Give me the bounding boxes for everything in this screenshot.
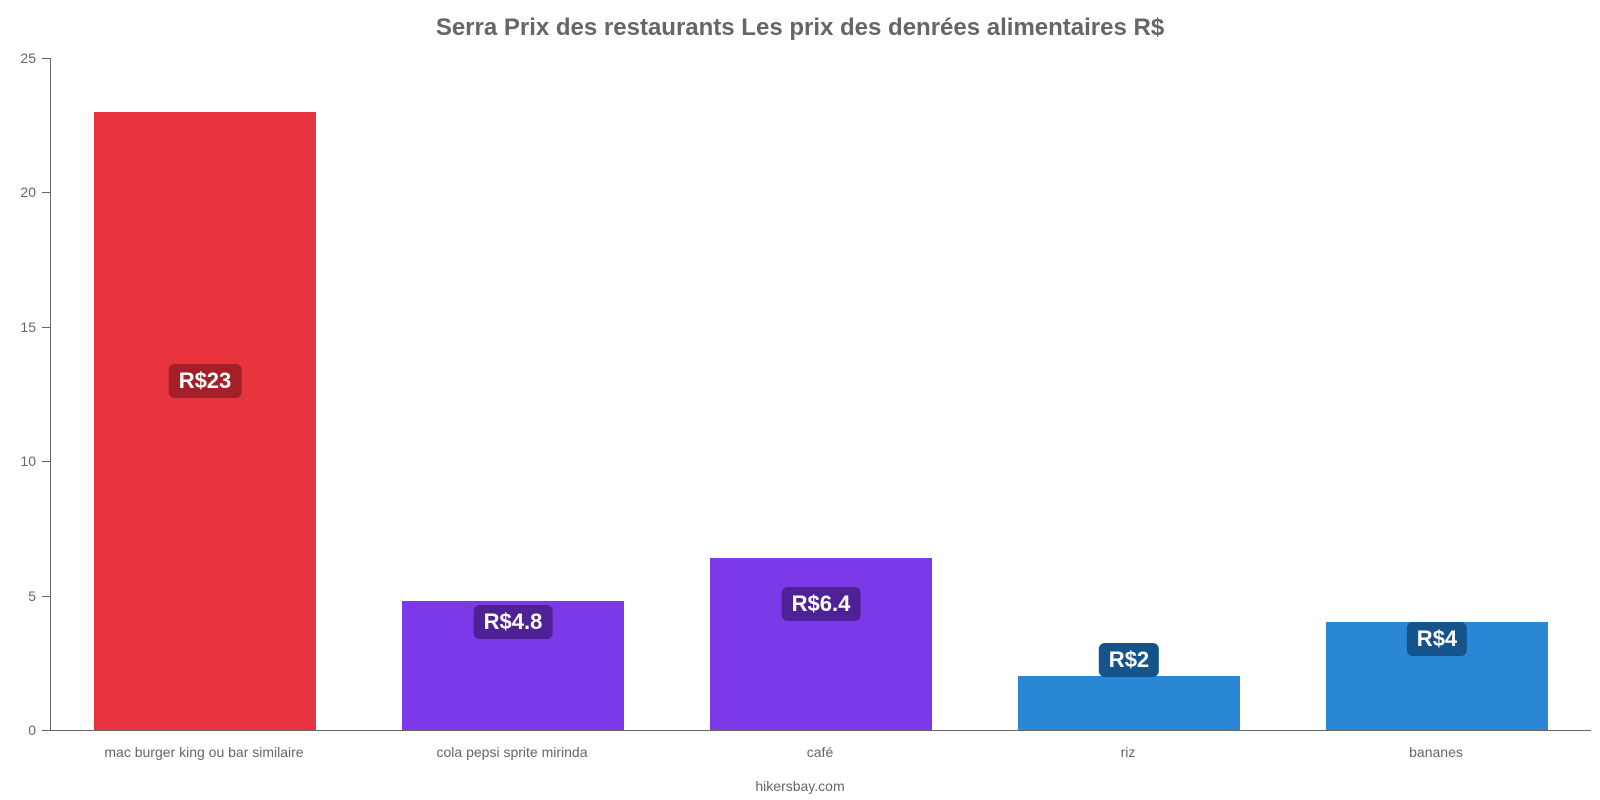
bar: R$4 [1326,622,1548,730]
y-tick-label: 25 [20,50,36,66]
bar: R$23 [94,112,316,730]
bar: R$4.8 [402,601,624,730]
y-tick-mark [42,58,50,59]
x-tick-label: cola pepsi sprite mirinda [358,744,666,760]
bar: R$6.4 [710,558,932,730]
x-tick-label: mac burger king ou bar similaire [50,744,358,760]
bar-value-label: R$4 [1407,622,1467,656]
y-tick-mark [42,596,50,597]
x-tick-label: riz [974,744,1282,760]
price-bar-chart: Serra Prix des restaurants Les prix des … [0,0,1600,800]
y-tick-label: 20 [20,184,36,200]
y-tick-mark [42,730,50,731]
x-tick-label: café [666,744,974,760]
bar-value-label: R$2 [1099,643,1159,677]
y-tick-mark [42,192,50,193]
y-tick-label: 5 [28,588,36,604]
y-tick-mark [42,461,50,462]
y-tick-label: 10 [20,453,36,469]
plot-area: R$23 R$4.8 R$6.4 R$2 R$4 [50,58,1591,731]
chart-title: Serra Prix des restaurants Les prix des … [0,14,1600,42]
branding-text: hikersbay.com [0,778,1600,794]
y-tick-mark [42,327,50,328]
y-tick-label: 15 [20,319,36,335]
bar: R$2 [1018,676,1240,730]
bar-value-label: R$4.8 [474,605,553,639]
y-tick-label: 0 [28,722,36,738]
bar-value-label: R$23 [169,364,242,398]
x-tick-label: bananes [1282,744,1590,760]
bar-value-label: R$6.4 [782,587,861,621]
